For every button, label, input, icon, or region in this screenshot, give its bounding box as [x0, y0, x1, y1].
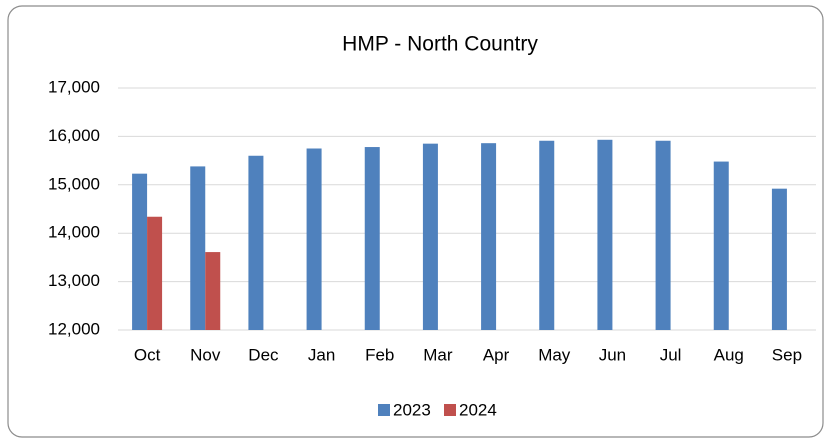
x-tick-label: May — [538, 345, 571, 364]
x-tick-label: Dec — [248, 345, 279, 364]
x-tick-label: Feb — [365, 345, 394, 364]
y-tick-label: 14,000 — [48, 223, 100, 242]
x-tick-label: Jul — [660, 345, 682, 364]
y-tick-label: 17,000 — [48, 77, 100, 96]
legend-label: 2024 — [459, 400, 497, 419]
x-tick-label: Jun — [599, 345, 626, 364]
bar — [248, 155, 264, 330]
chart-frame — [7, 5, 824, 438]
bar — [655, 140, 671, 330]
bar — [713, 161, 729, 330]
bar — [481, 143, 497, 330]
bar — [364, 147, 380, 330]
bar — [597, 139, 613, 330]
legend-swatch — [444, 404, 456, 416]
y-tick-label: 15,000 — [48, 174, 100, 193]
x-tick-label: Aug — [714, 345, 744, 364]
bar — [205, 252, 221, 330]
chart-title: HMP - North Country — [342, 33, 538, 56]
bar — [539, 140, 555, 330]
y-tick-label: 16,000 — [48, 126, 100, 145]
x-tick-label: Sep — [772, 345, 802, 364]
legend-swatch — [378, 404, 390, 416]
y-tick-label: 13,000 — [48, 271, 100, 290]
bar — [771, 188, 787, 330]
x-tick-label: Nov — [190, 345, 221, 364]
y-tick-label: 12,000 — [48, 319, 100, 338]
legend-label: 2023 — [393, 400, 431, 419]
x-tick-label: Apr — [483, 345, 510, 364]
bar — [422, 143, 438, 330]
bar — [190, 166, 206, 330]
x-tick-label: Mar — [423, 345, 453, 364]
bar — [306, 148, 322, 330]
bar — [147, 216, 163, 330]
x-tick-label: Oct — [134, 345, 161, 364]
bar — [132, 173, 148, 330]
x-tick-label: Jan — [308, 345, 335, 364]
